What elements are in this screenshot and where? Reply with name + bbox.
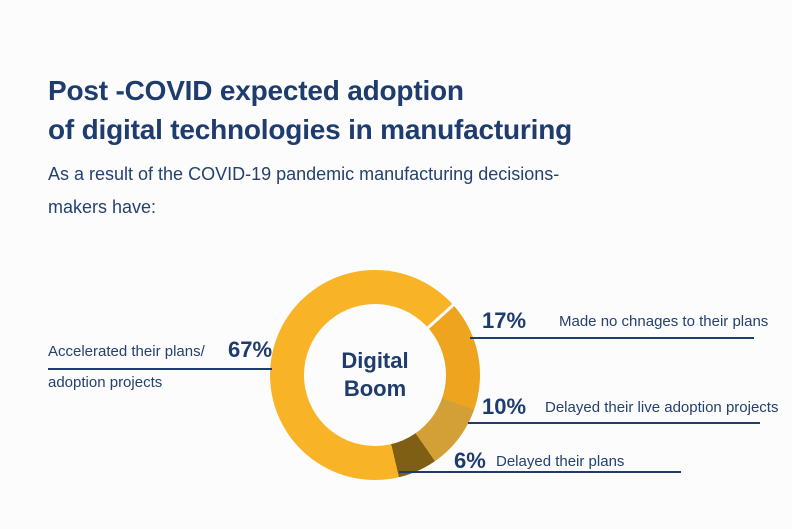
page-title: Post -COVID expected adoption of digital… xyxy=(48,71,572,149)
callout-10-label: Delayed their live adoption projects xyxy=(545,399,779,416)
title-line-1: Post -COVID expected adoption xyxy=(48,75,464,106)
subtitle-line-2: makers have: xyxy=(48,197,157,217)
callout-6-percent: 6% xyxy=(454,448,486,473)
title-line-2: of digital technologies in manufacturing xyxy=(48,113,573,145)
center-label-line-1: Digital xyxy=(341,348,409,373)
callout-6-leader-line xyxy=(399,471,681,473)
subtitle: As a result of the COVID-19 pandemic man… xyxy=(48,158,559,224)
title-bold-word: COVID xyxy=(124,74,213,106)
callout-17-leader-line xyxy=(470,337,754,339)
callout-10-leader-line xyxy=(468,422,760,424)
callout-17-label: Made no chnages to their plans xyxy=(559,313,769,330)
donut-center: Digital Boom xyxy=(304,304,446,446)
callout-67-leader-line xyxy=(48,368,272,370)
center-label-line-2: Boom xyxy=(343,376,407,401)
callout-67-percent: 67% xyxy=(228,337,273,362)
donut-chart: Digital Boom xyxy=(270,270,480,480)
callout-67-label-line1: Accelerated their plans/ xyxy=(48,343,205,360)
donut-center-label: Digital Boom xyxy=(341,347,408,403)
callout-10-percent: 10% xyxy=(482,394,527,419)
callout-17-percent: 17% xyxy=(482,308,527,333)
callout-6-label: Delayed their plans xyxy=(496,453,625,470)
subtitle-line-1: As a result of the COVID-19 pandemic man… xyxy=(48,164,560,184)
callout-67-label-line2: adoption projects xyxy=(48,374,163,391)
title-rest: expected adoption xyxy=(212,74,464,106)
title-prefix: Post - xyxy=(48,74,125,106)
